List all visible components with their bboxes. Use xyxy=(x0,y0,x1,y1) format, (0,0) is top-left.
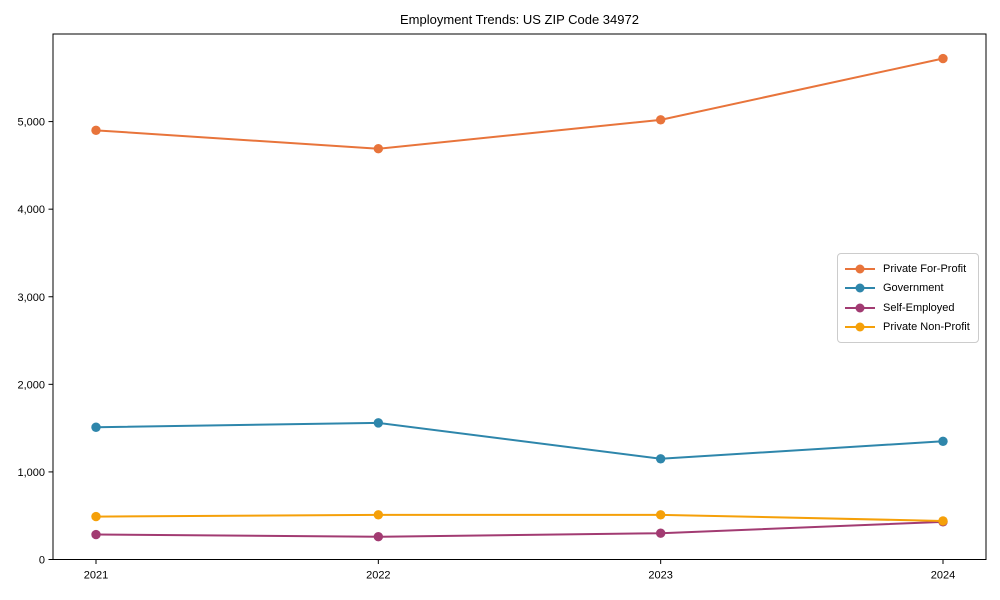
y-axis-tick-label: 4,000 xyxy=(17,204,45,216)
x-axis-tick-label: 2021 xyxy=(84,570,108,582)
legend-line-sample xyxy=(845,283,875,293)
legend-line-sample xyxy=(845,322,875,332)
data-point xyxy=(91,125,101,136)
data-point xyxy=(373,532,384,542)
series-line xyxy=(95,57,944,150)
series-line xyxy=(95,421,944,460)
y-axis-tick-label: 0 xyxy=(39,555,45,567)
data-point xyxy=(91,529,101,540)
data-point xyxy=(655,528,666,538)
legend-item: Private Non-Profit xyxy=(844,318,970,338)
legend-label: Private Non-Profit xyxy=(883,321,970,334)
data-point xyxy=(938,436,948,446)
y-axis-tick-label: 3,000 xyxy=(17,292,45,304)
legend-line-sample xyxy=(845,303,875,313)
data-point xyxy=(655,510,666,520)
legend-line-sample xyxy=(845,264,875,274)
y-axis-tick-label: 1,000 xyxy=(17,467,45,479)
chart-legend: Private For-Profit Government Self-Employe… xyxy=(837,253,979,343)
data-point xyxy=(938,516,948,526)
chart-title: Employment Trends: US ZIP Code 34972 xyxy=(400,12,639,27)
legend-label: Government xyxy=(883,282,944,295)
x-axis-tick-label: 2023 xyxy=(648,570,672,582)
data-point xyxy=(373,510,384,520)
series-line xyxy=(95,513,944,522)
data-point xyxy=(91,511,101,522)
x-axis-tick-label: 2024 xyxy=(931,570,955,582)
y-axis-tick-label: 5,000 xyxy=(17,117,45,129)
x-axis-tick-label: 2022 xyxy=(366,570,390,582)
series-line xyxy=(95,520,944,538)
legend-item: Private For-Profit xyxy=(844,259,970,279)
legend-label: Private For-Profit xyxy=(883,262,967,275)
y-axis-tick-label: 2,000 xyxy=(17,379,45,391)
legend-item: Self-Employed xyxy=(844,298,970,318)
legend-label: Self-Employed xyxy=(883,301,955,314)
data-point xyxy=(655,454,666,464)
data-point xyxy=(91,422,101,432)
data-point xyxy=(938,53,948,64)
legend-item: Government xyxy=(844,279,970,299)
data-point xyxy=(373,418,384,428)
data-point xyxy=(655,115,666,125)
data-point xyxy=(373,144,384,154)
